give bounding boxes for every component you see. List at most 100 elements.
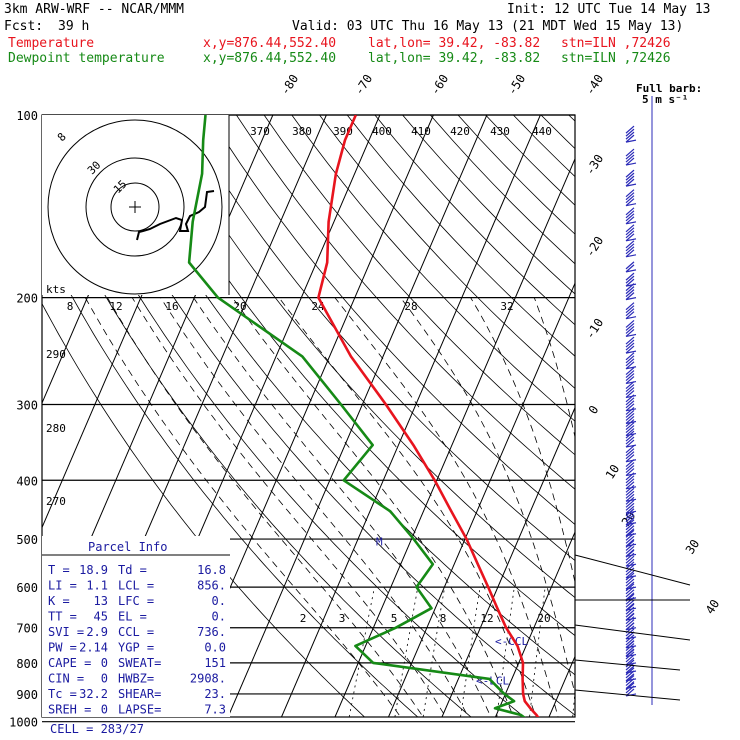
hodograph-trace [136,190,215,241]
wind-barb [625,659,637,674]
parcel-field-label: CIN = [48,672,84,686]
pressure-tick-label: 900 [16,688,38,702]
isotherm-line [441,406,575,717]
wind-barb [625,561,637,579]
moist-adiabat-line [334,297,559,717]
parcel-annotation: <-CCL [495,635,528,648]
mixing-ratio-label: 2 [300,612,307,625]
wind-barb [625,496,637,514]
dry-adiabat-line [69,115,575,716]
parcel-field-value: 0 [101,703,108,717]
dry-adiabat-line [402,115,575,295]
wind-barb [625,189,637,207]
parcel-field-label: SHEAR= [118,687,161,701]
isotherm-label: 0 [586,403,602,417]
wind-barb [625,445,637,463]
parcel-field-label: SVI = [48,625,84,639]
full-barb-value: 5 m s⁻¹ [642,93,688,106]
theta-left-label: 280 [46,422,66,435]
kts-label: kts [46,283,66,296]
temperature-profile [317,115,540,717]
parcel-field-label: TT = [48,610,77,624]
parcel-field-value: 0. [212,594,226,608]
mixing-ratio-label: 8 [440,612,447,625]
theta-left-label: 270 [46,495,66,508]
pressure-tick-label: 600 [16,581,38,595]
parcel-field-value: 856. [197,579,226,593]
wind-barb [625,283,637,301]
parcel-field-value: 2.14 [79,641,108,655]
theta-label: 440 [532,125,552,138]
moist-adiabat-line [193,297,492,717]
parcel-cell-value: CELL = 283/27 [50,722,144,736]
parcel-field-label: K = [48,594,70,608]
isotherm-line [281,115,541,717]
parcel-field-label: PW = [48,641,77,655]
mixing-ratio-line [394,587,419,717]
parcel-info-title: Parcel Info [88,540,167,554]
dry-adiabat-line [125,115,575,637]
dry-adiabat-line [263,115,575,456]
chart-header: 3km ARW-WRF -- NCAR/MMM Init: 12 UTC Tue… [4,2,711,66]
hodograph-speed-axis-label: 12 [109,300,122,313]
forecast-label: Fcst: [4,19,43,34]
isotherm-line [603,115,740,717]
dry-adiabat-line [624,115,740,735]
dewpoint-xy: x,y=876.44,552.40 [203,51,336,66]
dry-adiabat-line [180,115,575,562]
parcel-field-value: 736. [197,625,226,639]
theta-label: 410 [411,125,431,138]
dry-adiabat-line [540,115,575,150]
moist-adiabat-line [400,297,575,696]
hodograph-speed-ring [47,119,223,295]
isotherm-line [710,115,740,717]
isotherm-label: -10 [583,316,607,342]
full-barb-label: Full barb: [636,82,702,95]
parcel-info-background [42,536,230,717]
isotherm-line [334,157,575,717]
model-title: 3km ARW-WRF -- NCAR/MMM [4,2,184,17]
dry-adiabat-line [596,115,740,735]
mixing-ratio-line [460,587,481,717]
parcel-field-label: LFC = [118,594,154,608]
mixing-ratio-label: 12 [480,612,493,625]
parcel-field-value: 16.8 [197,563,226,577]
parcel-field-value: 7.3 [204,703,226,717]
temperature-station: stn=ILN ,72426 [561,36,671,51]
theta-label: 380 [292,125,312,138]
parcel-field-label: CAPE = [48,656,91,670]
mixing-ratio-label: 20 [537,612,550,625]
wind-barb [625,240,637,258]
theta-label: 370 [250,125,270,138]
wind-barb [625,381,637,399]
pressure-tick-label: 800 [16,657,38,671]
parcel-field-value: 13 [94,594,108,608]
wind-barb [625,508,637,526]
mixing-ratio-label: 5 [391,612,398,625]
isotherm-label: -70 [352,72,376,98]
dry-adiabat-line [42,115,525,717]
hodograph-speed-axis-label: 8 [67,300,74,313]
hodograph-speed-ring [85,157,185,257]
wind-barb [625,207,637,225]
dewpoint-latlon: lat,lon= 39.42, -83.82 [368,51,540,66]
temperature-latlon: lat,lon= 39.42, -83.82 [368,36,540,51]
isotherm-line [548,655,575,717]
parcel-field-label: LCL = [118,579,154,593]
wind-barb [625,320,637,338]
wind-barb [625,261,637,273]
parcel-field-label: YGP = [118,641,154,655]
dewpoint-profile [187,115,526,717]
mixing-ratio-line [572,687,575,717]
pressure-tick-label: 1000 [9,716,38,730]
parcel-field-label: HWBZ= [118,672,154,686]
moist-adiabat-line [160,297,469,717]
parcel-field-label: EL = [118,610,147,624]
parcel-field-value: 23. [204,687,226,701]
isotherm-label: -60 [428,72,452,98]
wind-barb [625,459,637,477]
isotherm-line [656,115,740,717]
wind-barb [625,224,637,242]
temperature-xy: x,y=876.44,552.40 [203,36,336,51]
